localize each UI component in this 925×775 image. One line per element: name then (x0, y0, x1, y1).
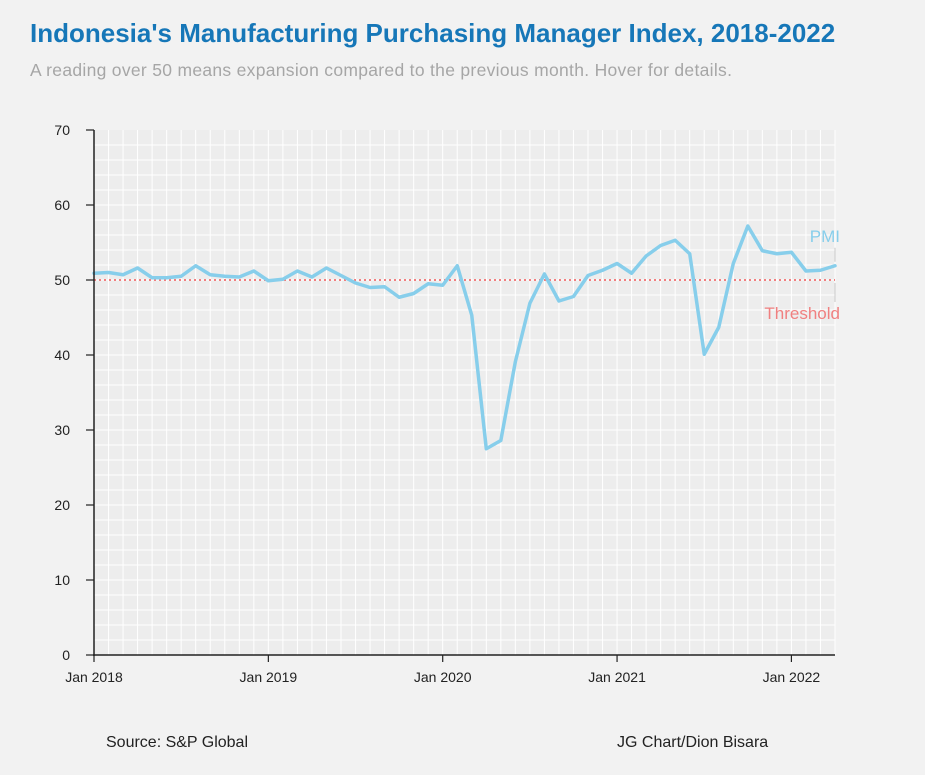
chart-title: Indonesia's Manufacturing Purchasing Man… (30, 18, 836, 48)
x-tick-label: Jan 2021 (588, 669, 646, 685)
series-label-threshold: Threshold (764, 304, 840, 323)
series-layer[interactable] (92, 224, 837, 451)
y-tick-label: 10 (54, 572, 70, 588)
source-note: Source: S&P Global (106, 734, 249, 751)
series-label-pmi: PMI (810, 227, 840, 246)
y-tick-label: 50 (54, 272, 70, 288)
y-tick-label: 40 (54, 347, 70, 363)
chart-credit: JG Chart/Dion Bisara (617, 734, 769, 751)
y-tick-label: 0 (62, 647, 70, 663)
x-tick-label: Jan 2019 (240, 669, 298, 685)
series-line-pmi[interactable] (92, 224, 837, 451)
x-tick-label: Jan 2022 (763, 669, 821, 685)
grid-lines (94, 130, 836, 655)
series-labels: PMI Threshold (764, 227, 840, 323)
y-tick-label: 20 (54, 497, 70, 513)
x-tick-label: Jan 2018 (65, 669, 123, 685)
x-tick-label: Jan 2020 (414, 669, 472, 685)
chart-subtitle: A reading over 50 means expansion compar… (30, 60, 733, 80)
y-tick-label: 70 (54, 122, 70, 138)
plot-background (94, 130, 835, 655)
axes: 0 10 20 30 40 50 60 70 Jan 2018 Jan 2019 Jan 2020 J… (54, 122, 835, 685)
y-tick-label: 30 (54, 422, 70, 438)
y-tick-label: 60 (54, 197, 70, 213)
